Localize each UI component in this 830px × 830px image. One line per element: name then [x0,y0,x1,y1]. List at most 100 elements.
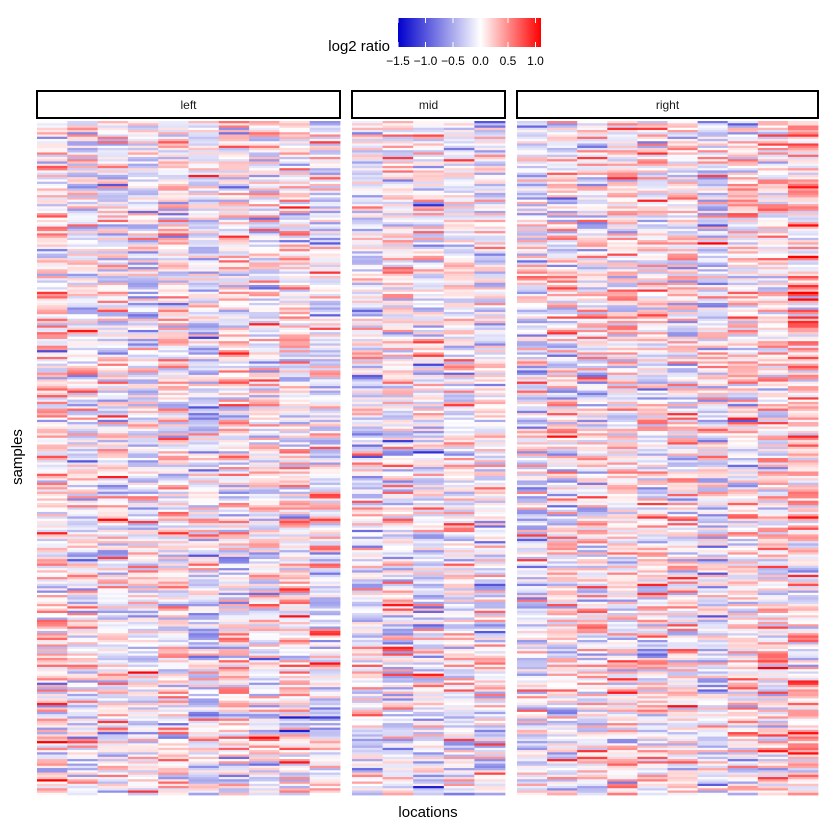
heat-cell [188,215,220,219]
heat-cell [127,267,159,270]
heat-cell [127,141,159,144]
heat-cell [382,161,414,165]
heat-cell [413,606,445,609]
heat-cell [787,179,819,183]
heat-cell [67,527,98,531]
heat-cell [413,772,445,776]
heat-cell [413,705,445,708]
heat-cell [249,469,280,472]
heat-cell [97,147,129,151]
heat-cell [352,565,383,569]
heat-cell [188,660,220,663]
heat-cell [67,359,98,362]
heat-cell [158,356,189,360]
heat-cell [127,311,159,315]
heat-cell [188,336,220,340]
heat-cell [158,311,189,315]
heat-cell [352,478,383,481]
heat-cell [443,356,475,360]
heat-cell [188,372,220,376]
heat-cell [37,538,68,542]
heat-cell [279,242,311,245]
heat-cell [474,673,506,677]
heat-cell [158,217,189,221]
heat-cell [127,711,159,715]
heat-cell [413,347,445,351]
heat-cell [309,433,341,436]
heat-cell [158,449,189,452]
heat-cell [67,406,98,409]
heat-cell [218,154,250,158]
heat-cell [352,231,383,234]
heat-cell [382,747,414,751]
heat-cell [37,736,68,740]
heat-cell [382,779,414,782]
heat-cell [97,181,129,185]
heat-cell [188,150,220,153]
heat-cell [188,244,220,248]
heat-cell [188,161,220,165]
heat-cell [474,233,506,236]
heat-cell [382,379,414,383]
heat-cell [127,206,159,210]
heat-cell [97,653,129,657]
heat-cell [158,370,189,374]
heat-cell [382,388,414,391]
heat-cell [158,138,189,142]
heat-cell [413,190,445,194]
heat-cell [474,666,506,670]
heat-cell [352,424,383,427]
heat-cell [547,204,578,207]
heat-cell [413,242,445,245]
heat-cell [37,406,68,409]
heat-cell [127,289,159,293]
heat-cell [547,121,578,124]
heat-cell [697,217,729,221]
heat-cell [413,595,445,598]
heat-cell [474,181,506,185]
heat-cell [474,660,506,663]
heat-cell [249,426,280,430]
heat-cell [309,788,341,791]
heat-cell [474,228,506,232]
heat-cell [413,633,445,636]
heat-cell [279,563,311,567]
heat-cell [309,298,341,302]
heat-cell [443,702,475,706]
heat-cell [127,329,159,333]
heat-cell [309,601,341,605]
heat-cell [474,399,506,403]
heat-cell [218,383,250,387]
heat-cell [757,138,789,142]
heat-cell [279,516,311,520]
heat-cell [443,563,475,567]
heat-cell [97,386,129,389]
heat-cell [158,792,189,796]
heat-cell [352,475,383,479]
heat-cell [309,278,341,281]
heat-cell [637,170,668,174]
heat-cell [37,307,68,311]
heat-cell [309,415,341,418]
heat-cell [127,152,159,156]
heat-cell [218,482,250,486]
heat-cell [787,129,819,133]
heat-cell [443,523,475,526]
heat-cell [127,370,159,374]
heat-cell [474,374,506,378]
heat-cell [158,725,189,728]
heat-cell [517,219,548,223]
heat-cell [218,291,250,295]
heat-cell [474,359,506,362]
heat-cell [413,199,445,203]
heat-cell [443,772,475,776]
heat-cell [188,765,220,769]
heat-cell [127,298,159,302]
heat-cell [97,599,129,603]
heat-cell [127,662,159,666]
heat-cell [607,195,638,198]
heat-cell [352,464,383,468]
heat-cell [309,231,341,234]
heat-cell [249,280,280,284]
heat-cell [67,610,98,614]
